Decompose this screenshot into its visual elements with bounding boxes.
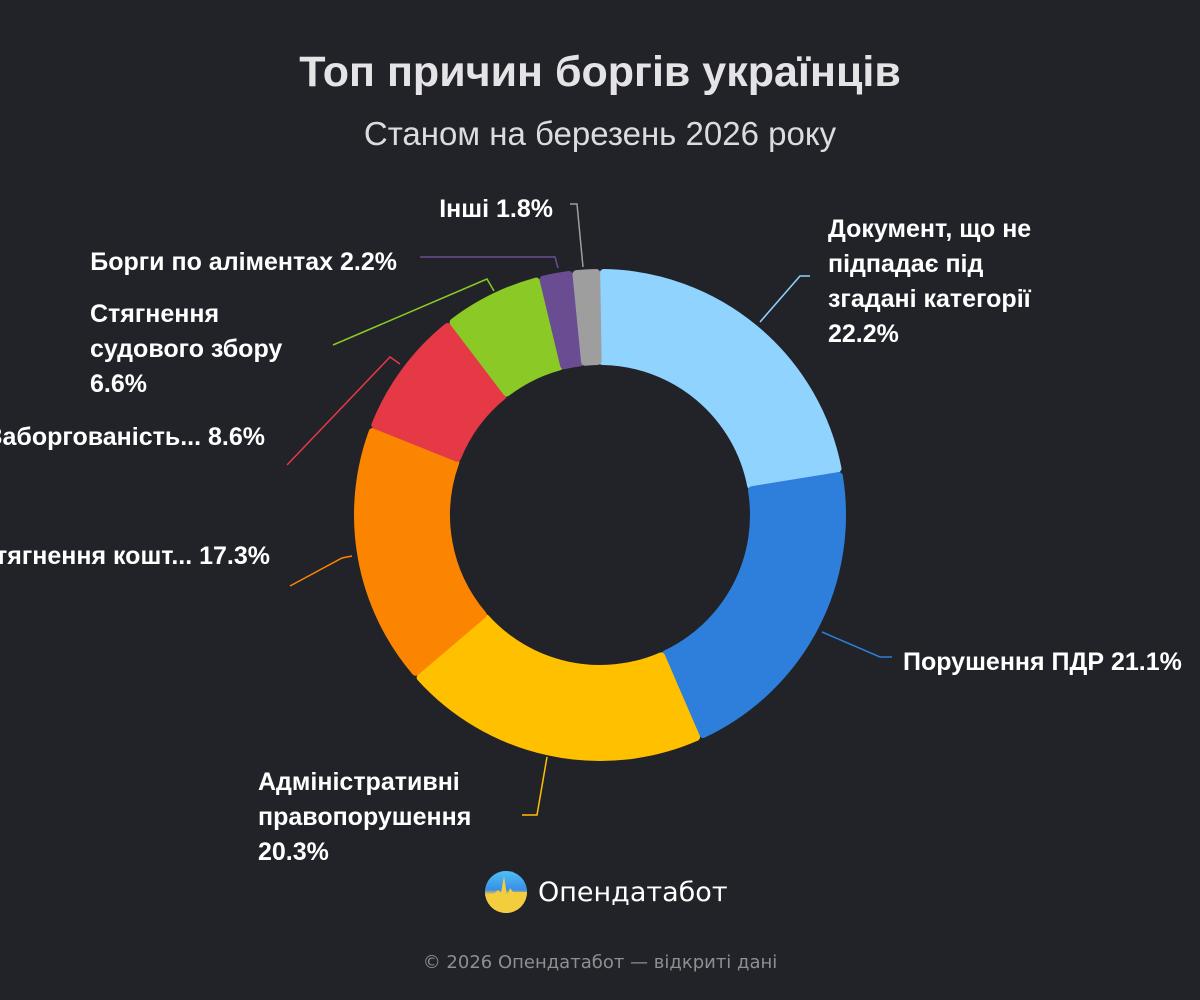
leader-line: [570, 203, 584, 268]
leader-line: [332, 278, 495, 346]
data-label: Стягнення судового збору 6.6%: [90, 300, 282, 398]
brand-logo: Опендатабот: [484, 870, 728, 914]
data-label: Адміністративні правопорушення 20.3%: [258, 768, 471, 866]
donut-slice[interactable]: [354, 428, 487, 676]
data-label-line: судового збору: [90, 335, 282, 363]
donut-slice[interactable]: [449, 277, 564, 397]
footer-copyright: © 2026 Опендатабот — відкриті дані: [422, 952, 778, 973]
data-label-line: 6.6%: [90, 370, 147, 398]
donut-slice[interactable]: [598, 269, 842, 490]
data-label-line: Стягнення: [90, 300, 219, 328]
donut-slice[interactable]: [416, 614, 701, 761]
donut-slice[interactable]: [661, 472, 846, 739]
chart-subtitle: Станом на березень 2026 року: [363, 115, 837, 152]
data-label-line: Борги по аліментах 2.2%: [90, 248, 397, 276]
leader-line: [759, 275, 810, 323]
data-label-line: згадані категорії: [828, 285, 1032, 313]
data-label-line: Стягнення кошт... 17.3%: [0, 542, 270, 570]
data-label-line: Заборгованість... 8.6%: [0, 423, 265, 451]
donut-slice[interactable]: [371, 322, 508, 462]
leader-line: [522, 756, 548, 816]
data-label-line: 22.2%: [828, 320, 899, 348]
data-label: Борги по аліментах 2.2%: [90, 248, 397, 276]
data-label-line: Порушення ПДР 21.1%: [903, 648, 1182, 676]
data-label-line: Документ, що не: [828, 215, 1031, 243]
brand-name: Опендатабот: [538, 876, 728, 908]
data-label-line: правопорушення: [258, 803, 471, 831]
data-label: Заборгованість... 8.6%: [0, 423, 265, 451]
data-label: Порушення ПДР 21.1%: [903, 648, 1182, 676]
data-label-line: Адміністративні: [258, 768, 460, 796]
chart-title: Топ причин боргів українців: [299, 48, 901, 96]
donut-slice[interactable]: [539, 271, 585, 370]
data-label: Стягнення кошт... 17.3%: [0, 542, 270, 570]
data-label-line: підпадає під: [828, 250, 983, 278]
data-label: Інші 1.8%: [439, 195, 553, 223]
leader-line: [289, 555, 353, 587]
data-label: Документ, що не підпадає під згадані катег…: [828, 215, 1032, 348]
opendatabot-logo-icon: [485, 871, 527, 913]
donut-slice[interactable]: [572, 269, 602, 366]
data-label-line: Інші 1.8%: [439, 195, 553, 223]
leader-line: [420, 256, 559, 269]
leader-line: [286, 356, 401, 466]
leader-line: [821, 631, 892, 658]
data-label-line: 20.3%: [258, 838, 329, 866]
